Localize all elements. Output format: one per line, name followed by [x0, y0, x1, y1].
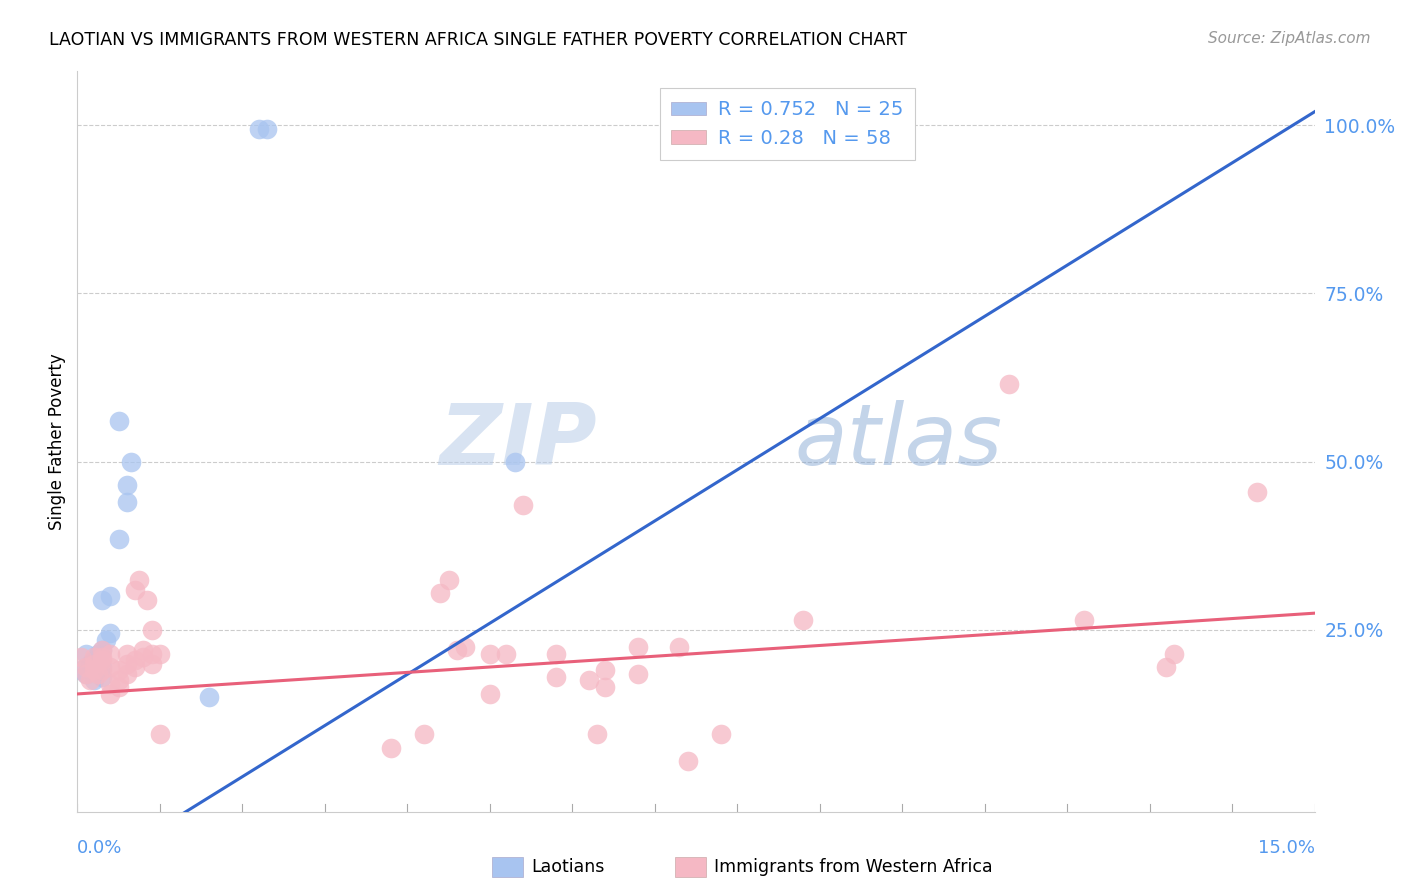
Point	[429, 586, 451, 600]
Legend: R = 0.752   N = 25, R = 0.28   N = 58: R = 0.752 N = 25, R = 0.28 N = 58	[659, 88, 915, 160]
Point	[136, 592, 159, 607]
Point	[578, 673, 600, 688]
Text: Immigrants from Western Africa: Immigrants from Western Africa	[714, 858, 993, 876]
Point	[1154, 660, 1177, 674]
Point	[998, 377, 1021, 392]
Point	[512, 499, 534, 513]
Point	[91, 592, 114, 607]
Point	[593, 680, 616, 694]
Point	[91, 660, 114, 674]
Point	[124, 582, 146, 597]
Point	[586, 727, 609, 741]
Point	[98, 687, 121, 701]
Point	[98, 626, 121, 640]
Point	[115, 657, 138, 671]
Point	[149, 647, 172, 661]
Point	[91, 649, 114, 664]
Point	[83, 664, 105, 678]
Point	[792, 613, 814, 627]
Point	[115, 478, 138, 492]
Point	[1246, 485, 1268, 500]
Point	[454, 640, 477, 654]
Point	[676, 754, 699, 768]
Point	[75, 660, 97, 674]
Point	[115, 647, 138, 661]
Text: LAOTIAN VS IMMIGRANTS FROM WESTERN AFRICA SINGLE FATHER POVERTY CORRELATION CHAR: LAOTIAN VS IMMIGRANTS FROM WESTERN AFRIC…	[49, 31, 907, 49]
Point	[503, 455, 526, 469]
Point	[141, 657, 163, 671]
Point	[495, 647, 517, 661]
Point	[668, 640, 690, 654]
Point	[141, 623, 163, 637]
Point	[742, 121, 765, 136]
Point	[710, 727, 733, 741]
Point	[198, 690, 221, 705]
Point	[70, 649, 93, 664]
Point	[115, 495, 138, 509]
Point	[75, 647, 97, 661]
Point	[87, 647, 110, 661]
Point	[91, 664, 114, 678]
Point	[437, 573, 460, 587]
Point	[478, 647, 501, 661]
Point	[149, 727, 172, 741]
Point	[256, 121, 278, 136]
Point	[83, 657, 105, 671]
Point	[91, 670, 114, 684]
Point	[120, 455, 142, 469]
Point	[98, 660, 121, 674]
Point	[478, 687, 501, 701]
Point	[79, 657, 101, 671]
Point	[627, 640, 650, 654]
Text: Source: ZipAtlas.com: Source: ZipAtlas.com	[1208, 31, 1371, 46]
Point	[107, 680, 129, 694]
Point	[1163, 647, 1185, 661]
Point	[107, 664, 129, 678]
Text: Laotians: Laotians	[531, 858, 605, 876]
Point	[98, 647, 121, 661]
Point	[75, 666, 97, 681]
Point	[1073, 613, 1095, 627]
Text: 15.0%: 15.0%	[1257, 838, 1315, 856]
Point	[98, 677, 121, 691]
Text: ZIP: ZIP	[439, 400, 598, 483]
Point	[83, 649, 105, 664]
Point	[107, 414, 129, 428]
Point	[87, 666, 110, 681]
Point	[627, 666, 650, 681]
Point	[70, 664, 93, 678]
Text: 0.0%: 0.0%	[77, 838, 122, 856]
Point	[124, 660, 146, 674]
Point	[544, 647, 567, 661]
Point	[412, 727, 434, 741]
Point	[79, 673, 101, 688]
Point	[107, 673, 129, 688]
Point	[446, 643, 468, 657]
Text: atlas: atlas	[794, 400, 1002, 483]
Point	[544, 670, 567, 684]
Point	[107, 532, 129, 546]
Point	[141, 647, 163, 661]
Point	[91, 643, 114, 657]
Point	[83, 660, 105, 674]
Point	[132, 649, 155, 664]
Point	[96, 633, 118, 648]
Point	[91, 643, 114, 657]
Point	[380, 740, 402, 755]
Point	[91, 653, 114, 667]
Point	[124, 653, 146, 667]
Point	[247, 121, 270, 136]
Point	[83, 653, 105, 667]
Point	[132, 643, 155, 657]
Point	[83, 673, 105, 688]
Y-axis label: Single Father Poverty: Single Father Poverty	[48, 353, 66, 530]
Point	[128, 573, 150, 587]
Point	[115, 666, 138, 681]
Point	[75, 666, 97, 681]
Point	[593, 664, 616, 678]
Point	[98, 590, 121, 604]
